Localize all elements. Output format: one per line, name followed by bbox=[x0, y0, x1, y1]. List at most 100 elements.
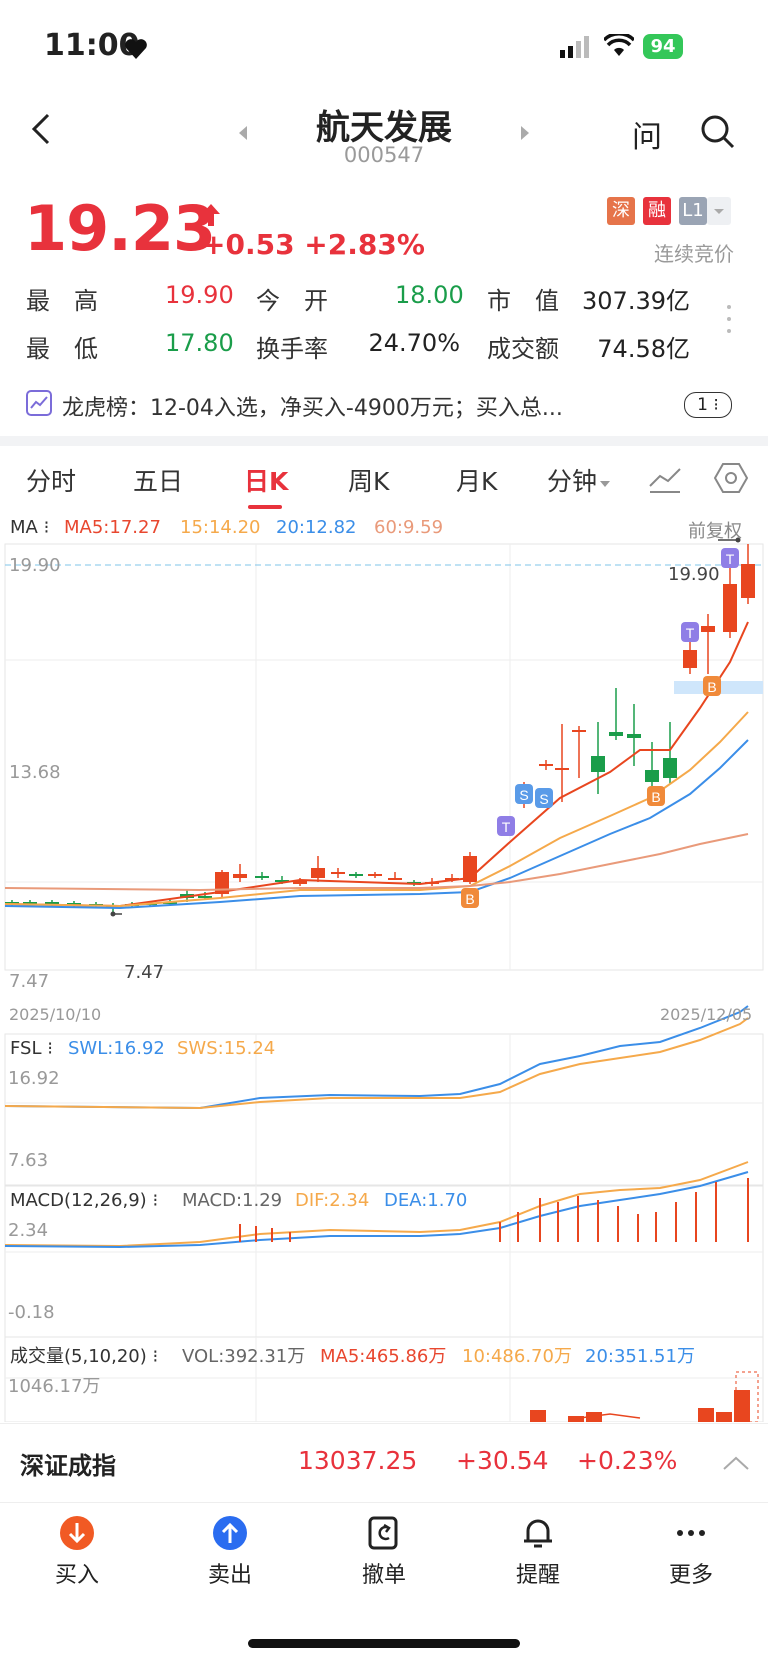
change-percent: +2.83% bbox=[304, 228, 425, 261]
tag-margin: 融 bbox=[643, 197, 671, 225]
volume-bar bbox=[734, 1390, 750, 1422]
wifi-icon bbox=[604, 34, 634, 56]
vol-ma10: 10:486.70万 bbox=[462, 1346, 572, 1367]
index-change: +30.54 bbox=[456, 1446, 549, 1475]
candle-body bbox=[67, 903, 81, 905]
buy-button[interactable]: 买入 bbox=[27, 1515, 127, 1589]
back-icon[interactable] bbox=[28, 112, 54, 146]
cancel-order-button[interactable]: 撤单 bbox=[334, 1515, 434, 1589]
candle-body bbox=[293, 880, 307, 884]
marker-bg bbox=[497, 816, 515, 836]
caret-down-icon bbox=[600, 481, 611, 487]
candle-body bbox=[349, 874, 363, 876]
marker-letter: T bbox=[726, 551, 735, 567]
ask-button[interactable]: 问 bbox=[632, 120, 662, 155]
more-vertical-icon[interactable] bbox=[726, 304, 732, 334]
y-axis-mid: 13.68 bbox=[9, 762, 61, 783]
low-price-label: 7.47 bbox=[124, 962, 165, 983]
vol-ma-line bbox=[579, 1413, 641, 1419]
candle-body bbox=[311, 868, 325, 878]
fsl-title: FSL bbox=[10, 1038, 42, 1059]
tab-monthly-k[interactable]: 月K bbox=[456, 467, 498, 496]
next-stock-icon[interactable] bbox=[520, 126, 530, 140]
home-indicator bbox=[248, 1639, 520, 1648]
vol-ma20: 20:351.51万 bbox=[585, 1346, 695, 1367]
dea-line bbox=[4, 1171, 749, 1249]
tab-weekly-k[interactable]: 周K bbox=[348, 467, 390, 496]
tab-intraday[interactable]: 分时 bbox=[26, 467, 77, 496]
dif-value: DIF:2.34 bbox=[295, 1190, 370, 1211]
index-bar[interactable]: 深证成指 13037.25 +30.54 +0.23% bbox=[0, 1423, 768, 1502]
candle-body bbox=[198, 896, 212, 898]
hexagon-settings-icon[interactable] bbox=[714, 462, 748, 494]
search-icon[interactable] bbox=[700, 114, 736, 150]
candle-body bbox=[741, 564, 755, 598]
stat-label-amount: 成交额 bbox=[487, 335, 559, 363]
candle-body bbox=[555, 768, 569, 770]
alert-button[interactable]: 提醒 bbox=[488, 1515, 588, 1589]
candle-body bbox=[572, 730, 586, 732]
buy-marker: B bbox=[461, 888, 479, 908]
volume-bar bbox=[586, 1412, 602, 1422]
candle-body bbox=[627, 734, 641, 738]
candle-body bbox=[233, 874, 247, 878]
candle-body bbox=[663, 758, 677, 778]
candle-body bbox=[445, 878, 459, 880]
volume-bar bbox=[530, 1410, 546, 1422]
macd-value: MACD:1.29 bbox=[182, 1190, 283, 1211]
tab-active-indicator bbox=[248, 505, 282, 509]
high-price-label: 19.90 bbox=[668, 564, 720, 585]
candle-body bbox=[23, 902, 37, 904]
trade-state: 连续竞价 bbox=[654, 242, 734, 266]
adjust-mode[interactable]: 前复权 bbox=[688, 521, 742, 542]
dragon-tiger-row[interactable]: 龙虎榜：12-04入选，净买入-4900万元；买入总... 1 ⁝ bbox=[0, 378, 768, 434]
t-marker: T bbox=[497, 816, 515, 836]
buy-icon bbox=[60, 1516, 94, 1550]
volume-pane bbox=[4, 1336, 764, 1422]
tab-minute[interactable]: 分钟 bbox=[547, 462, 613, 498]
candle-body bbox=[388, 878, 402, 880]
marker-letter: B bbox=[707, 679, 716, 695]
y-axis-top: 19.90 bbox=[9, 555, 61, 576]
prev-stock-icon[interactable] bbox=[238, 126, 248, 140]
current-price: 19.23 bbox=[24, 192, 216, 265]
candle-body bbox=[255, 876, 269, 878]
chevron-up-icon[interactable] bbox=[722, 1454, 750, 1472]
status-bar: 11:00 94 bbox=[0, 0, 768, 90]
marker-letter: S bbox=[539, 791, 548, 807]
tab-five-day[interactable]: 五日 bbox=[133, 467, 184, 496]
marker-bg bbox=[515, 784, 533, 804]
candle-body bbox=[331, 872, 345, 874]
kline-pane bbox=[4, 543, 764, 971]
tab-daily-k[interactable]: 日K bbox=[244, 467, 289, 496]
battery-level: 94 bbox=[650, 36, 676, 57]
ma-line bbox=[4, 739, 749, 910]
dragon-tiger-count[interactable]: 1 ⁝ bbox=[684, 392, 732, 418]
t-marker: T bbox=[721, 548, 739, 568]
sell-icon bbox=[213, 1516, 247, 1550]
volume-title: 成交量(5,10,20) bbox=[10, 1346, 147, 1367]
tab-minute-label: 分钟 bbox=[547, 467, 598, 496]
index-name: 深证成指 bbox=[20, 1452, 116, 1480]
more-button[interactable]: 更多 bbox=[641, 1515, 741, 1589]
date-end: 2025/12/05 bbox=[660, 1005, 753, 1024]
tag-dropdown[interactable] bbox=[707, 197, 731, 225]
candle-body bbox=[539, 764, 553, 766]
index-value: 13037.25 bbox=[298, 1446, 418, 1475]
stat-value-low: 17.80 bbox=[165, 329, 234, 357]
volume-bar bbox=[568, 1416, 584, 1422]
swl-line bbox=[4, 1005, 749, 1110]
price-change: +0.53 +2.83% bbox=[202, 228, 425, 261]
more-dots-icon bbox=[677, 1530, 705, 1536]
tag-l1[interactable]: L1 bbox=[679, 197, 707, 225]
sell-marker: S bbox=[535, 788, 553, 808]
dragon-tiger-text: 龙虎榜：12-04入选，净买入-4900万元；买入总... bbox=[62, 396, 563, 421]
sell-marker: S bbox=[515, 784, 533, 804]
sell-button[interactable]: 卖出 bbox=[180, 1515, 280, 1589]
macd-axis-top: 2.34 bbox=[8, 1220, 49, 1241]
fsl-axis-low: 7.63 bbox=[8, 1150, 49, 1171]
vol-value: VOL:392.31万 bbox=[182, 1346, 306, 1367]
ma15-value: 15:14.20 bbox=[180, 517, 261, 538]
indicator-settings-icon[interactable] bbox=[648, 464, 682, 494]
